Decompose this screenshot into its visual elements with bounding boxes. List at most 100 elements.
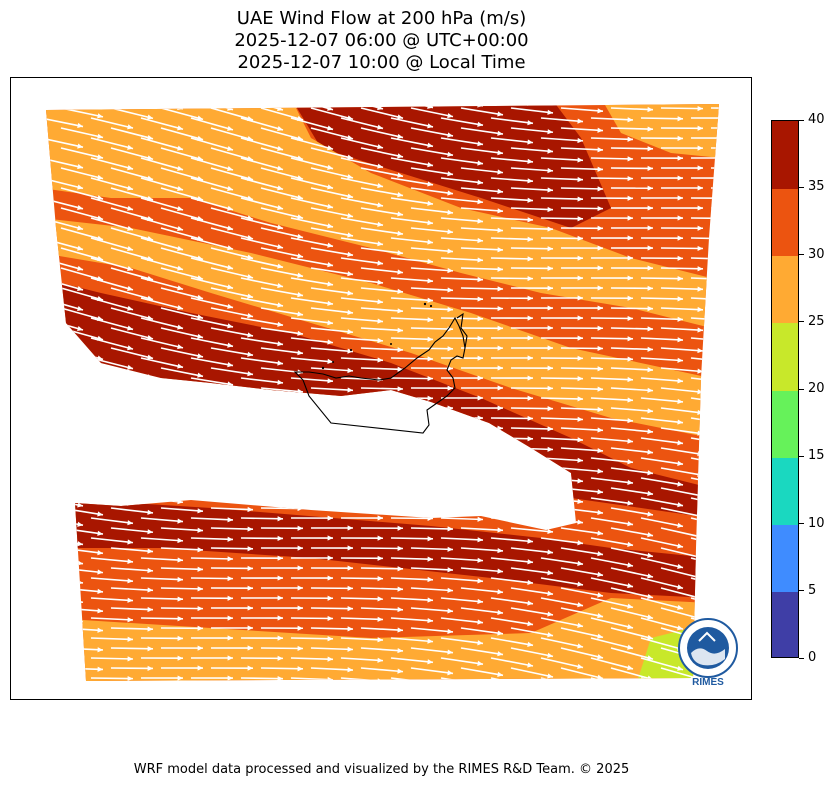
wind-arrow-shaft — [390, 117, 434, 128]
wind-arrow-head — [327, 555, 333, 561]
wind-arrow-head — [127, 539, 133, 545]
wind-arrow-shaft — [440, 157, 484, 165]
wind-arrow-head — [427, 200, 433, 206]
wind-arrow-head — [177, 245, 183, 251]
wind-arrow-head — [527, 683, 533, 688]
wind-arrow-head — [327, 656, 333, 662]
wind-arrow-shaft — [660, 107, 704, 110]
wind-arrow-head — [147, 354, 153, 360]
wind-arrow-head — [347, 525, 353, 531]
wind-arrow-shaft — [140, 197, 184, 211]
wind-arrow-shaft — [340, 637, 384, 641]
wind-arrow-head — [127, 597, 133, 603]
wind-arrow-shaft — [440, 104, 484, 107]
wind-arrow-head — [197, 605, 203, 612]
wind-arrow-shaft — [110, 287, 154, 301]
wind-arrow-shaft — [590, 337, 634, 340]
wind-arrow-head — [147, 606, 153, 613]
wind-arrow-shaft — [160, 267, 204, 280]
wind-arrow-shaft — [510, 627, 554, 637]
wind-arrow-shaft — [410, 167, 454, 176]
wind-arrow-head — [647, 470, 653, 476]
wind-arrow-shaft — [590, 577, 634, 588]
wind-arrow-head — [297, 525, 303, 531]
wind-arrow-head — [497, 651, 503, 657]
wind-arrow-head — [647, 146, 653, 152]
wind-arrow-head — [397, 689, 403, 694]
wind-arrow-shaft — [710, 267, 719, 271]
wind-arrow-head — [77, 676, 83, 681]
wind-arrow-head — [377, 455, 383, 461]
wind-arrow-head — [377, 475, 383, 481]
wind-arrow-head — [297, 272, 303, 278]
wind-arrow-shaft — [210, 227, 254, 240]
wind-arrow-shaft — [140, 417, 184, 427]
wind-arrow-shaft — [140, 217, 184, 231]
wind-arrow-head — [297, 605, 303, 611]
colorbar-segment — [772, 255, 798, 324]
wind-arrow-head — [747, 370, 752, 375]
wind-arrow-head — [247, 605, 253, 611]
wind-arrow-head — [127, 423, 133, 429]
wind-arrow-shaft — [490, 437, 534, 440]
wind-arrow-shaft — [690, 597, 719, 611]
wind-arrow-shaft — [310, 287, 354, 295]
wind-arrow-head — [127, 384, 133, 390]
wind-arrow-shaft — [46, 497, 84, 507]
wind-arrow-head — [397, 288, 403, 294]
wind-arrow-head — [547, 632, 553, 638]
wind-arrow-shaft — [140, 537, 184, 542]
wind-arrow-head — [277, 675, 283, 681]
wind-arrow-shaft — [60, 367, 104, 380]
wind-arrow-shaft — [540, 457, 584, 462]
wind-arrow-head — [127, 205, 133, 211]
wind-arrow-shaft — [690, 537, 719, 550]
wind-arrow-head — [677, 604, 683, 610]
wind-arrow-shaft — [411, 688, 453, 694]
wind-arrow-head — [447, 649, 453, 655]
wind-arrow-shaft — [360, 227, 404, 235]
wind-arrow-head — [627, 235, 633, 241]
wind-arrow-head — [547, 187, 553, 193]
wind-arrow-head — [147, 114, 153, 120]
wind-arrow-shaft — [410, 107, 454, 118]
wind-arrow-head — [627, 521, 633, 527]
wind-arrow-head — [347, 585, 353, 591]
wind-arrow-shaft — [260, 387, 304, 393]
colorbar-segment — [772, 121, 798, 189]
wind-arrow-shaft — [560, 607, 604, 618]
wind-arrow-shaft — [190, 317, 234, 328]
colorbar-tick-label: 40 — [808, 112, 825, 127]
colorbar-segment — [772, 457, 798, 525]
wind-arrow-shaft — [210, 547, 254, 550]
wind-arrow-shaft — [190, 417, 234, 425]
wind-arrow-shaft — [460, 607, 504, 614]
wind-arrow-head — [497, 405, 503, 411]
wind-arrow-shaft — [310, 647, 354, 651]
wind-arrow-shaft — [610, 567, 654, 578]
wind-arrow-head — [577, 255, 583, 261]
wind-arrow-head — [527, 476, 533, 483]
wind-arrow-head — [147, 646, 153, 652]
wind-arrow-head — [547, 226, 553, 232]
wind-arrow-shaft — [90, 497, 134, 505]
wind-arrow-head — [697, 430, 703, 436]
wind-arrow-head — [327, 223, 333, 229]
wind-arrow-shaft — [210, 427, 254, 434]
wind-arrow-shaft — [540, 557, 584, 565]
wind-arrow-head — [577, 684, 583, 689]
wind-arrow-shaft — [110, 147, 154, 161]
wind-arrow-head — [277, 555, 283, 561]
wind-arrow-shaft — [610, 607, 654, 619]
wind-arrow-shaft — [340, 104, 384, 110]
wind-arrow-head — [677, 135, 683, 142]
wind-arrow-shaft — [240, 437, 284, 442]
wind-arrow-shaft — [640, 357, 684, 362]
wind-arrow-shaft — [660, 367, 704, 373]
wind-arrow-shaft — [46, 117, 84, 128]
wind-arrow-head — [77, 306, 83, 312]
wind-arrow-head — [97, 133, 103, 139]
wind-arrow-shaft — [460, 667, 504, 677]
wind-arrow-shaft — [710, 227, 719, 230]
wind-arrow-shaft — [410, 587, 454, 592]
